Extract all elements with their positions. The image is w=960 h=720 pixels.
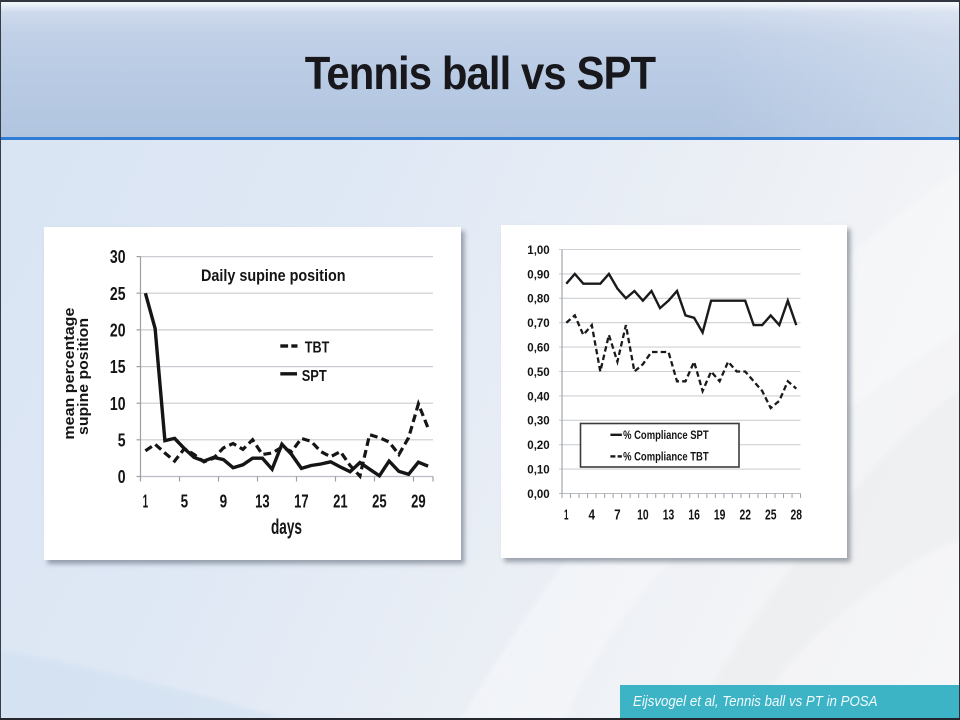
svg-text:19: 19 [714, 507, 726, 524]
svg-text:days: days [271, 516, 302, 539]
svg-text:0,20: 0,20 [527, 438, 550, 452]
svg-text:10: 10 [637, 507, 649, 524]
svg-text:1: 1 [143, 492, 149, 512]
svg-text:5: 5 [118, 430, 126, 450]
svg-text:0: 0 [118, 467, 126, 487]
svg-text:16: 16 [688, 507, 700, 524]
svg-text:0,60: 0,60 [527, 341, 550, 355]
svg-text:TBT: TBT [305, 339, 330, 356]
svg-text:SPT: SPT [302, 368, 327, 385]
svg-text:0,40: 0,40 [527, 389, 550, 403]
svg-text:7: 7 [614, 507, 621, 524]
svg-text:25: 25 [765, 507, 777, 524]
svg-text:0,30: 0,30 [527, 414, 550, 428]
svg-text:17: 17 [294, 492, 309, 512]
svg-text:25: 25 [372, 492, 387, 512]
svg-text:29: 29 [411, 492, 426, 512]
svg-text:20: 20 [110, 321, 126, 341]
svg-text:13: 13 [663, 507, 675, 524]
svg-text:30: 30 [110, 247, 126, 267]
svg-text:0,80: 0,80 [527, 292, 550, 306]
svg-text:% Compliance TBT: % Compliance TBT [623, 451, 709, 463]
svg-text:0,10: 0,10 [527, 463, 550, 477]
svg-text:0,00: 0,00 [527, 487, 550, 501]
svg-text:Daily supine position: Daily supine position [201, 267, 346, 285]
svg-text:supine position: supine position [75, 318, 92, 435]
svg-text:1,00: 1,00 [527, 243, 550, 257]
svg-text:21: 21 [333, 492, 348, 512]
svg-text:13: 13 [255, 492, 270, 512]
svg-text:22: 22 [739, 507, 751, 524]
svg-text:10: 10 [110, 394, 126, 414]
svg-text:5: 5 [181, 492, 189, 512]
svg-text:% Compliance SPT: % Compliance SPT [623, 430, 709, 442]
svg-text:1: 1 [564, 507, 569, 524]
svg-text:0,90: 0,90 [527, 267, 550, 281]
svg-text:9: 9 [220, 492, 228, 512]
svg-text:15: 15 [110, 357, 126, 377]
svg-text:mean percentage: mean percentage [61, 308, 78, 440]
svg-text:0,50: 0,50 [527, 365, 550, 379]
svg-text:4: 4 [589, 507, 596, 524]
svg-text:0,70: 0,70 [527, 316, 550, 330]
svg-text:25: 25 [110, 284, 126, 304]
svg-text:28: 28 [791, 507, 803, 524]
